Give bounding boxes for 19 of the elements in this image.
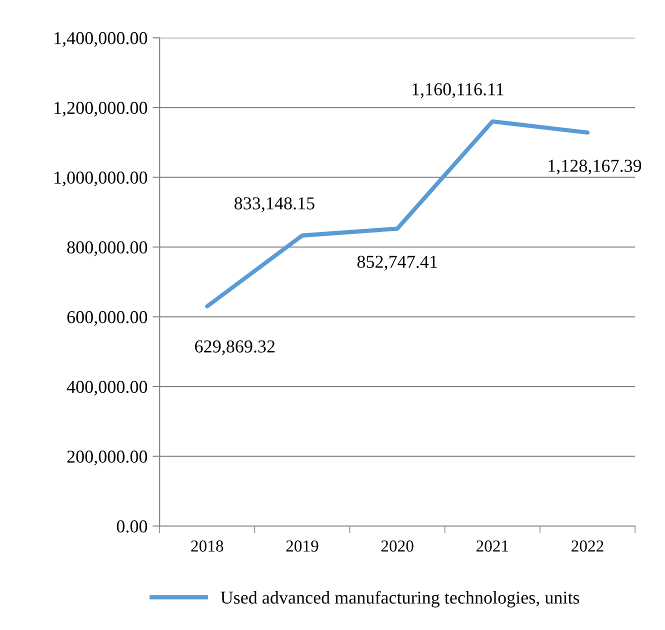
y-tick-label: 600,000.00 <box>67 311 148 326</box>
y-tick-label: 200,000.00 <box>67 450 148 466</box>
y-tick-label: 1,200,000.00 <box>54 102 148 117</box>
text: 1,160,116.11 <box>412 83 504 98</box>
text: 629,869.32 <box>195 340 275 356</box>
x-tick-label: 2019 <box>286 540 318 552</box>
text: 852,747.41 <box>357 256 437 270</box>
x-tick-label: 2018 <box>191 540 224 552</box>
text: 833,148.15 <box>234 197 314 212</box>
y-tick-label: 1,000,000.00 <box>54 172 148 186</box>
y-tick-label: 1,400,000.00 <box>54 32 148 47</box>
x-tick-label: 2021 <box>476 540 508 552</box>
x-tick-label: 2022 <box>572 540 604 552</box>
y-tick-label: 800,000.00 <box>67 241 148 256</box>
y-tick-label: 400,000.00 <box>66 380 148 396</box>
text: 1,128,167.39 <box>548 160 642 174</box>
legend-label: Used advanced manufacturing technologies, units <box>220 590 580 608</box>
x-tick-label: 2020 <box>381 540 414 552</box>
y-tick-label: 0.00 <box>116 520 148 533</box>
